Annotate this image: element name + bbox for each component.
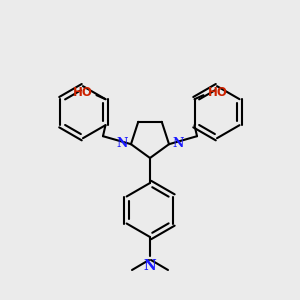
- Text: HO: HO: [73, 86, 92, 99]
- Text: N: N: [117, 137, 128, 150]
- Text: N: N: [172, 137, 183, 150]
- Text: HO: HO: [208, 86, 227, 99]
- Text: N: N: [144, 259, 156, 273]
